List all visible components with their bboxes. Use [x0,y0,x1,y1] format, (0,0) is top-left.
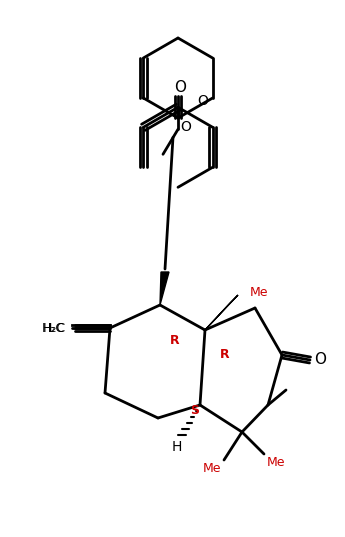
Text: Me: Me [203,461,221,475]
Text: O: O [314,352,326,367]
Polygon shape [160,272,169,305]
Text: H₂C: H₂C [41,322,65,335]
Text: O: O [197,94,208,108]
Text: Me: Me [250,286,268,299]
Text: R: R [170,333,180,346]
Text: Me: Me [267,455,285,468]
Text: H₂C: H₂C [42,322,66,335]
Polygon shape [205,295,238,330]
Text: H: H [172,440,182,454]
Text: O: O [180,120,191,134]
Text: R: R [220,349,230,361]
Text: S: S [190,403,199,417]
Text: O: O [174,81,186,96]
